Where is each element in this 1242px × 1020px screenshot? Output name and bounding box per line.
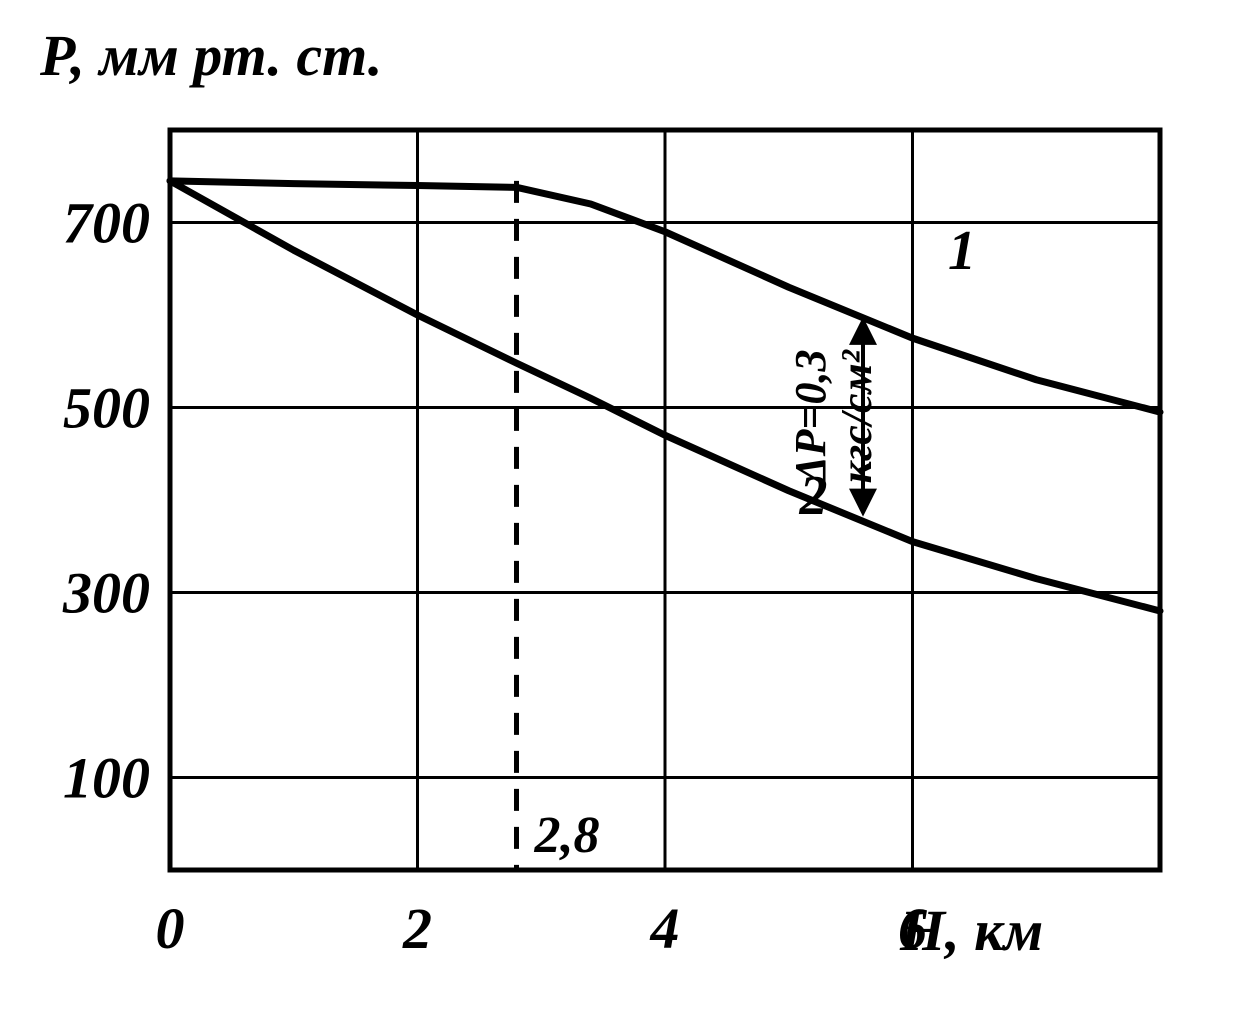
ref-label-2-8: 2,8	[534, 807, 600, 864]
ytick-100: 100	[63, 746, 150, 811]
xtick-2: 2	[402, 896, 432, 961]
y-axis-label: Р, мм рт. ст.	[39, 23, 382, 88]
svg-text:ΔР=0,3: ΔР=0,3	[786, 349, 835, 486]
delta-p-label: ΔР=0,3кгс/см²	[786, 349, 881, 486]
x-axis-label: Н, км	[899, 898, 1043, 963]
delta-p-arrow-head-down	[849, 489, 877, 517]
curve-label-1: 1	[948, 220, 976, 282]
svg-text:кгс/см²: кгс/см²	[832, 349, 881, 483]
ytick-500: 500	[63, 376, 150, 441]
ytick-700: 700	[63, 191, 150, 256]
xtick-4: 4	[650, 896, 680, 961]
ytick-300: 300	[62, 561, 150, 626]
pressure-altitude-chart: 2,812ΔР=0,3кгс/см²1003005007000246Р, мм …	[0, 0, 1242, 1020]
xtick-0: 0	[156, 896, 185, 961]
